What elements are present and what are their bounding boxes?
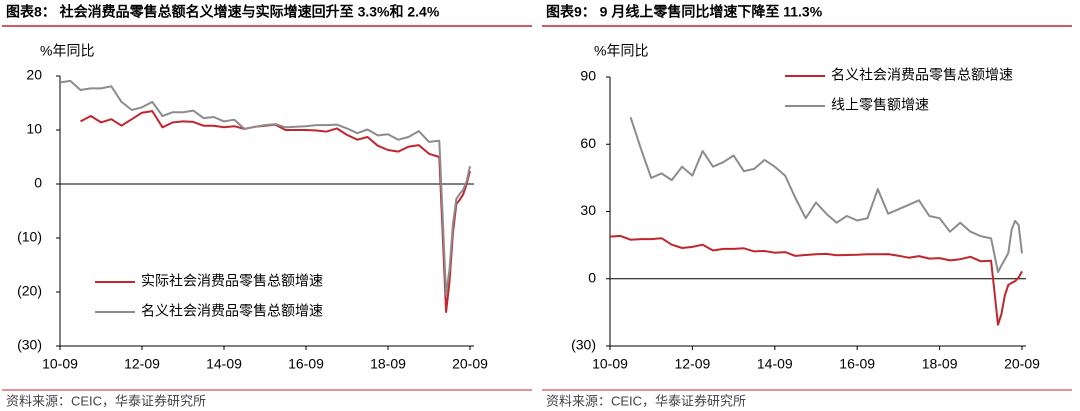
x-tick-label: 10-09	[42, 356, 78, 372]
legend-label: 实际社会消费品零售总额增速	[141, 273, 323, 289]
y-tick-label: (10)	[17, 229, 42, 245]
y-tick-label: (30)	[17, 337, 42, 353]
y-tick-label: (30)	[571, 337, 596, 353]
x-tick-label: 20-09	[1004, 356, 1040, 372]
x-tick-label: 16-09	[839, 356, 875, 372]
chart-title: 图表9： 9 月线上零售同比增速下降至 11.3%	[546, 4, 823, 20]
series-line	[629, 116, 1023, 273]
y-tick-label: 0	[34, 175, 42, 191]
legend-label: 名义社会消费品零售总额增速	[141, 303, 323, 319]
x-tick-label: 14-09	[757, 356, 793, 372]
x-tick-label: 12-09	[674, 356, 710, 372]
x-tick-label: 18-09	[922, 356, 958, 372]
y-tick-label: 0	[588, 269, 596, 285]
source: 资料来源：CEIC，华泰证券研究所	[546, 393, 746, 408]
y-tick-label: 10	[26, 121, 42, 137]
chart-title: 图表8： 社会消费品零售总额名义增速与实际增速回升至 3.3%和 2.4%	[6, 4, 440, 20]
y-tick-label: 60	[580, 135, 596, 151]
x-tick-label: 20-09	[452, 356, 488, 372]
x-tick-label: 14-09	[206, 356, 242, 372]
x-tick-label: 12-09	[124, 356, 160, 372]
series-line	[609, 234, 1023, 326]
y-axis-label: %年同比	[594, 43, 648, 59]
y-tick-label: 30	[580, 202, 596, 218]
source: 资料来源：CEIC，华泰证券研究所	[6, 393, 206, 408]
y-tick-label: (20)	[17, 283, 42, 299]
x-tick-label: 10-09	[592, 356, 628, 372]
x-tick-label: 18-09	[370, 356, 406, 372]
legend-label: 名义社会消费品零售总额增速	[831, 67, 1013, 83]
legend-label: 线上零售额增速	[831, 97, 929, 113]
y-tick-label: 20	[26, 67, 42, 83]
series-line	[59, 79, 471, 296]
y-axis-label: %年同比	[40, 43, 94, 59]
x-tick-label: 16-09	[288, 356, 324, 372]
y-tick-label: 90	[580, 68, 596, 84]
